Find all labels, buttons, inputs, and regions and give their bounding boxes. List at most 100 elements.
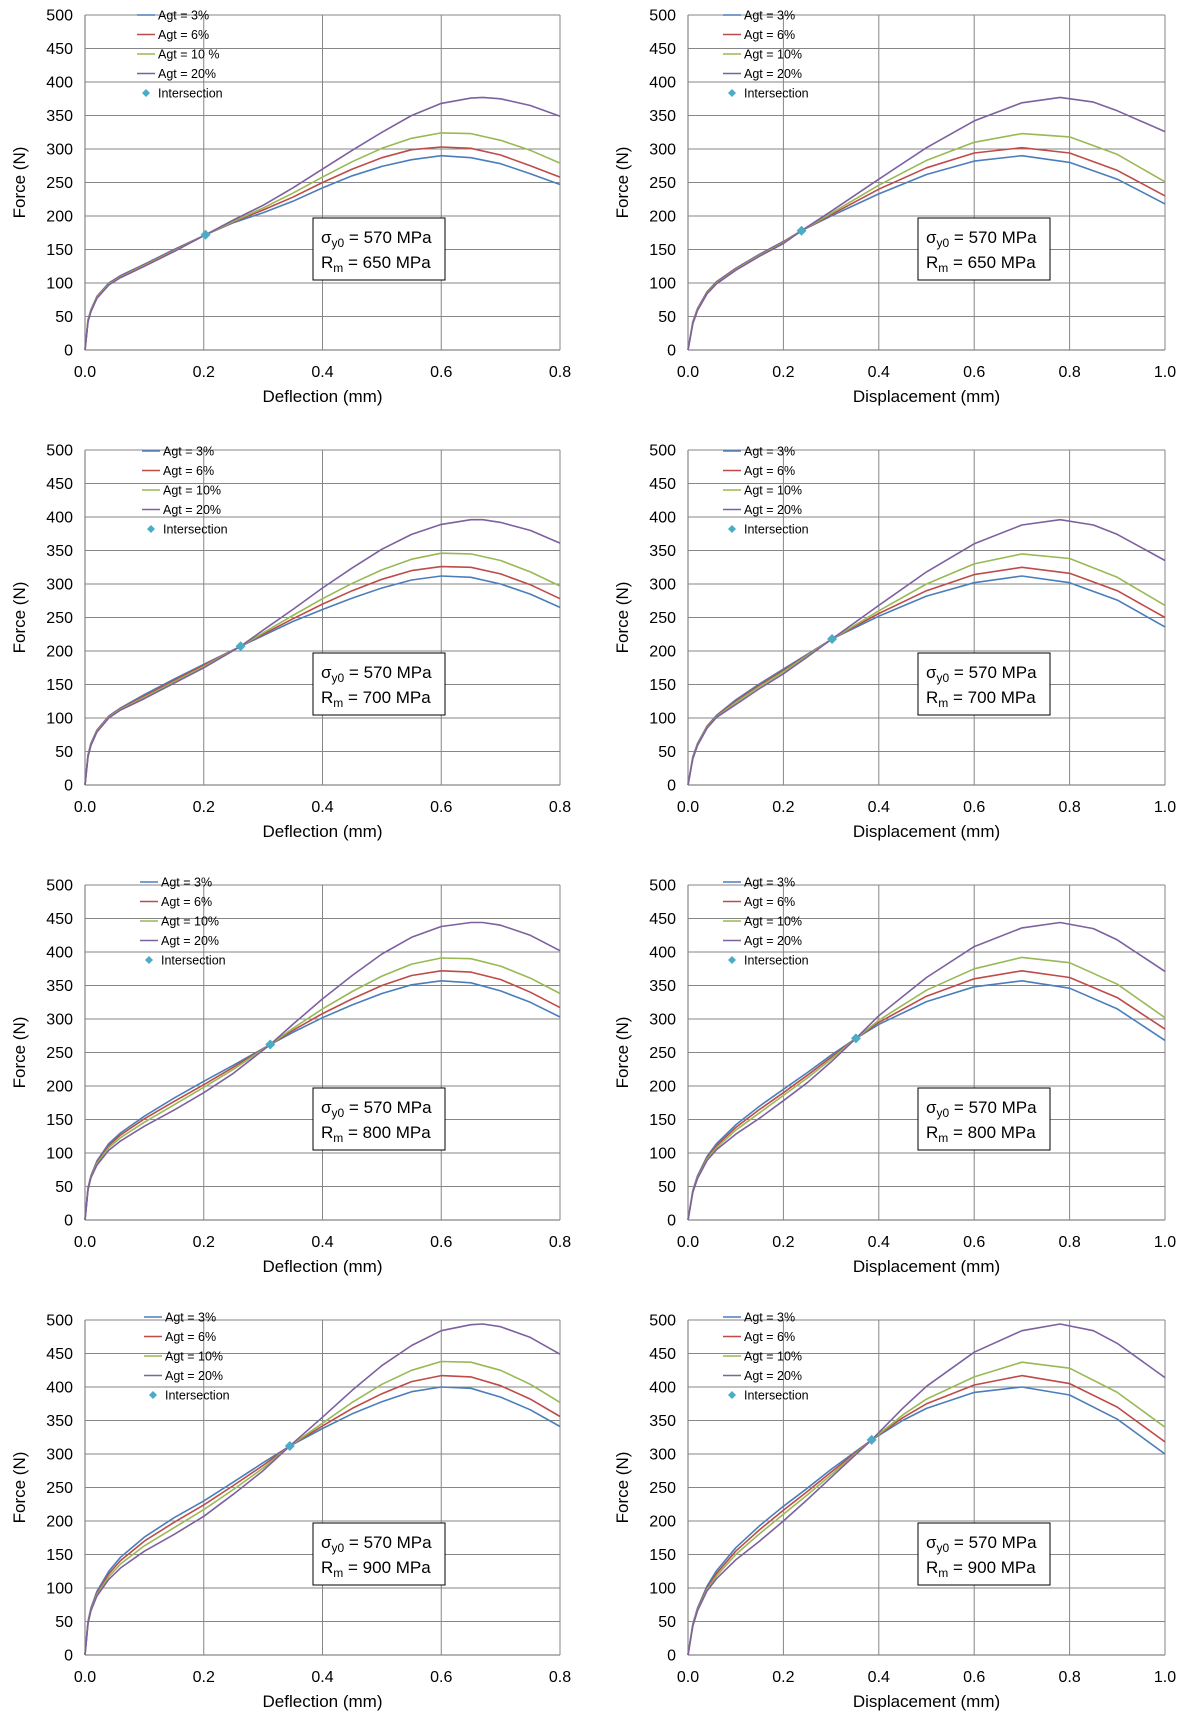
y-tick-label: 350 — [649, 978, 676, 995]
material-annotation-box: σy0 = 570 MPa Rm = 700 MPa — [312, 652, 446, 716]
legend: Agt = 3% Agt = 6% Agt = 10% Agt = 20% Inters… — [144, 1311, 230, 1403]
x-tick-label: 0.0 — [74, 1669, 96, 1686]
material-annotation-box: σy0 = 570 MPa Rm = 800 MPa — [917, 1087, 1051, 1151]
x-tick-label: 0.0 — [74, 799, 96, 816]
tensile-strength-label: Rm = 700 MPa — [321, 688, 431, 710]
legend-entry: Intersection — [744, 1389, 809, 1403]
y-tick-label: 50 — [658, 309, 676, 326]
y-tick-label: 200 — [649, 644, 676, 661]
force-chart-6: 0 50 100 150 200 250 300 350 400 450 500 0.0 0.2 0.4 0… — [613, 876, 1176, 1277]
y-tick-label: 150 — [46, 1112, 73, 1129]
annotation-frame — [917, 1087, 1051, 1151]
y-tick-label: 300 — [649, 577, 676, 594]
force-chart-8: 0 50 100 150 200 250 300 350 400 450 500 0.0 0.2 0.4 0… — [613, 1311, 1176, 1712]
x-tick-label: 0.4 — [311, 1234, 333, 1251]
x-tick-label: 0.2 — [772, 1234, 794, 1251]
legend: Agt = 3% Agt = 6% Agt = 10% Agt = 20% Inters… — [723, 445, 809, 537]
x-axis-label: Deflection (mm) — [263, 1692, 383, 1711]
y-tick-label: 100 — [46, 1146, 73, 1163]
y-tick-label: 400 — [649, 945, 676, 962]
series-lines — [687, 1323, 1166, 1656]
legend: Agt = 3% Agt = 6% Agt = 10% Agt = 20% Inters… — [142, 445, 228, 537]
y-axis-label: Force (N) — [613, 582, 632, 654]
y-tick-label: 150 — [46, 677, 73, 694]
gridlines — [84, 1319, 561, 1655]
series-line-10pct — [687, 1361, 1166, 1656]
y-tick-label: 500 — [649, 1313, 676, 1330]
x-tick-label: 0.8 — [1058, 364, 1080, 381]
y-tick-label: 100 — [649, 1581, 676, 1598]
y-tick-label: 0 — [667, 1648, 676, 1665]
y-tick-label: 0 — [64, 1648, 73, 1665]
y-tick-label: 150 — [649, 242, 676, 259]
y-tick-label: 50 — [55, 1614, 73, 1631]
x-axis-label: Deflection (mm) — [263, 387, 383, 406]
y-tick-label: 200 — [46, 644, 73, 661]
legend-marker — [728, 525, 736, 533]
legend-entry: Agt = 3% — [744, 1311, 795, 1325]
y-tick-label: 350 — [46, 108, 73, 125]
legend: Agt = 3% Agt = 6% Agt = 10% Agt = 20% Inters… — [140, 876, 226, 968]
y-tick-label: 300 — [46, 142, 73, 159]
legend: Agt = 3% Agt = 6% Agt = 10% Agt = 20% Inters… — [723, 1311, 809, 1403]
x-tick-label: 0.8 — [1058, 1234, 1080, 1251]
x-tick-label: 0.6 — [430, 364, 452, 381]
y-tick-label: 250 — [46, 1480, 73, 1497]
y-tick-label: 50 — [658, 1614, 676, 1631]
y-tick-label: 200 — [46, 209, 73, 226]
x-tick-label: 0.8 — [1058, 1669, 1080, 1686]
intersection-point — [200, 229, 211, 240]
y-tick-label: 450 — [649, 911, 676, 928]
y-tick-label: 350 — [649, 543, 676, 560]
legend-marker — [728, 89, 736, 97]
tensile-strength-label: Rm = 900 MPa — [321, 1558, 431, 1580]
legend-entry: Agt = 10% — [163, 484, 221, 498]
legend-marker — [142, 89, 150, 97]
y-tick-label: 100 — [649, 1146, 676, 1163]
legend-entry: Intersection — [165, 1389, 230, 1403]
x-tick-label: 0.0 — [677, 1234, 699, 1251]
legend-entry: Agt = 10% — [744, 484, 802, 498]
y-tick-label: 250 — [649, 1045, 676, 1062]
force-chart-2: 0 50 100 150 200 250 300 350 400 450 500 0.0 0.2 0.4 0… — [613, 8, 1176, 407]
y-tick-label: 150 — [649, 1112, 676, 1129]
x-tick-label: 1.0 — [1154, 1669, 1176, 1686]
legend-entry: Agt = 20% — [165, 1369, 223, 1383]
x-tick-label: 0.4 — [868, 1234, 890, 1251]
y-tick-label: 100 — [649, 276, 676, 293]
x-tick-label: 0.8 — [549, 799, 571, 816]
intersection-point — [284, 1440, 295, 1451]
legend-entry: Agt = 3% — [744, 9, 795, 23]
y-tick-label: 350 — [649, 1413, 676, 1430]
tensile-strength-label: Rm = 650 MPa — [321, 253, 431, 275]
x-tick-label: 0.2 — [193, 799, 215, 816]
y-tick-label: 400 — [46, 1380, 73, 1397]
y-tick-label: 500 — [46, 1313, 73, 1330]
y-tick-label: 500 — [46, 8, 73, 25]
force-chart-3: 0 50 100 150 200 250 300 350 400 450 500 0.0 0.2 0.4 0… — [10, 443, 571, 842]
legend-entry: Agt = 6% — [744, 28, 795, 42]
y-tick-label: 150 — [46, 242, 73, 259]
legend-marker — [728, 956, 736, 964]
material-annotation-box: σy0 = 570 MPa Rm = 800 MPa — [312, 1087, 446, 1151]
force-chart-7: 0 50 100 150 200 250 300 350 400 450 500 0.0 0.2 0.4 0… — [10, 1311, 571, 1712]
y-tick-label: 200 — [46, 1514, 73, 1531]
x-tick-label: 1.0 — [1154, 364, 1176, 381]
x-tick-label: 0.6 — [963, 799, 985, 816]
series-line-6pct — [687, 1374, 1166, 1656]
series-line-20pct — [84, 921, 561, 1221]
y-tick-label: 350 — [649, 108, 676, 125]
series-lines — [84, 518, 561, 786]
legend-entry: Agt = 3% — [744, 876, 795, 890]
y-tick-label: 150 — [649, 1547, 676, 1564]
legend-entry: Agt = 6% — [163, 464, 214, 478]
x-tick-label: 0.6 — [963, 1669, 985, 1686]
x-tick-label: 0.6 — [430, 1669, 452, 1686]
series-lines — [84, 96, 561, 351]
y-axis-label: Force (N) — [10, 582, 29, 654]
yield-strength-label: σy0 = 570 MPa — [926, 228, 1037, 250]
annotation-frame — [312, 1087, 446, 1151]
intersection-point — [850, 1033, 861, 1044]
x-tick-label: 0.6 — [430, 799, 452, 816]
x-tick-label: 0.4 — [868, 799, 890, 816]
